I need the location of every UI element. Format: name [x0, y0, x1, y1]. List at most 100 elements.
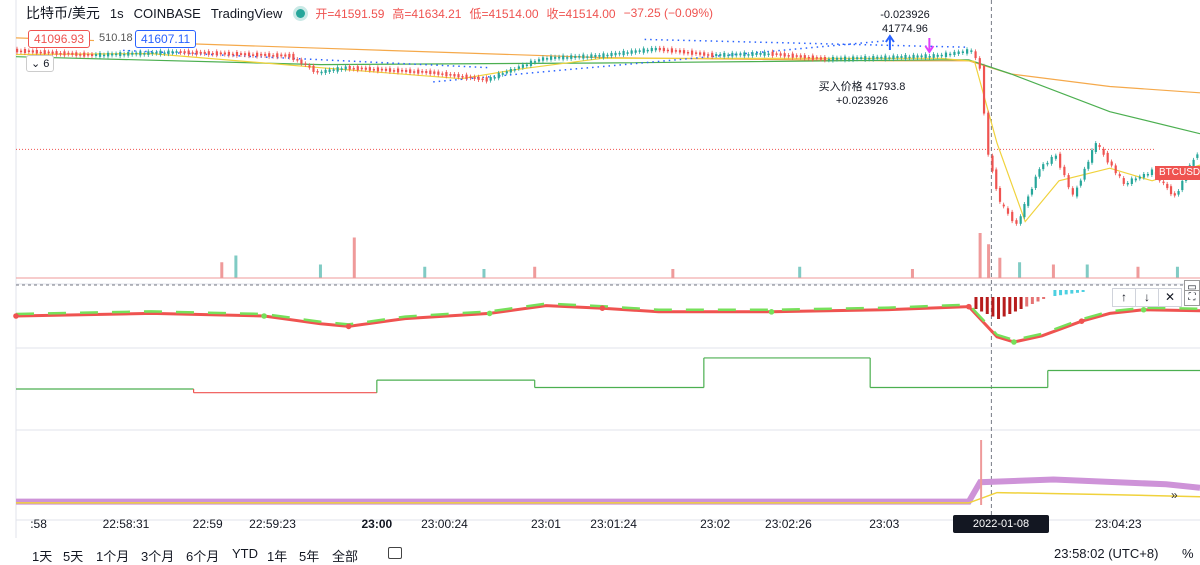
- candle: [755, 52, 758, 55]
- candle: [1067, 175, 1070, 188]
- candle: [31, 50, 34, 53]
- candle: [1106, 152, 1109, 163]
- candle: [1027, 196, 1030, 206]
- candle: [380, 68, 384, 71]
- range-3m-button[interactable]: 3个月: [141, 549, 175, 564]
- move-pane-down-button[interactable]: ↓: [1135, 288, 1159, 307]
- range-ytd-button[interactable]: YTD: [232, 546, 258, 561]
- bottom-indicator-line: [16, 491, 1200, 504]
- candle: [554, 56, 557, 59]
- scroll-to-realtime-icon[interactable]: »: [1171, 488, 1178, 502]
- candle: [541, 57, 545, 61]
- candle: [940, 54, 943, 57]
- expand-pane-icon[interactable]: ⛶: [1184, 290, 1200, 306]
- range-all-button[interactable]: 全部: [332, 549, 359, 564]
- symbol-name[interactable]: 比特币/美元: [26, 5, 100, 21]
- time-tick-label: 23:01: [531, 517, 561, 531]
- candle: [1075, 187, 1079, 197]
- oscillator-line-red: [15, 304, 1200, 344]
- time-tick-label: 23:02: [700, 517, 730, 531]
- range-5y-button[interactable]: 5年: [299, 549, 320, 564]
- candle: [348, 66, 351, 70]
- candle: [465, 74, 468, 79]
- candle: [1126, 182, 1129, 185]
- candle: [590, 54, 593, 58]
- interval-label[interactable]: 1s: [109, 5, 124, 21]
- candle: [509, 68, 512, 73]
- candle: [127, 52, 130, 56]
- percent-scale-button[interactable]: %: [1182, 546, 1194, 561]
- candle: [884, 55, 887, 60]
- candle: [239, 53, 243, 55]
- candle: [94, 54, 98, 56]
- candle: [908, 56, 911, 59]
- candle: [650, 47, 653, 52]
- candle: [23, 49, 27, 54]
- candle: [819, 57, 823, 60]
- buy-button[interactable]: 41607.11: [135, 30, 197, 48]
- range-5d-button[interactable]: 5天: [63, 549, 84, 564]
- candle: [1162, 181, 1165, 184]
- oscillator-dot: [768, 309, 775, 315]
- trend-line: [433, 40, 885, 83]
- candle: [336, 67, 339, 72]
- candle: [957, 51, 960, 55]
- candle: [892, 55, 895, 60]
- candle: [880, 56, 883, 59]
- move-pane-up-button[interactable]: ↑: [1112, 288, 1136, 307]
- candle: [1083, 168, 1086, 180]
- candle: [622, 50, 625, 56]
- clock-label[interactable]: 23:58:02 (UTC+8): [1054, 546, 1159, 561]
- volume-bar: [1175, 266, 1179, 278]
- volume-bar: [234, 255, 238, 278]
- candle: [924, 54, 927, 59]
- candle: [642, 48, 645, 53]
- range-6m-button[interactable]: 6个月: [186, 549, 220, 564]
- candle: [670, 48, 674, 53]
- candle: [562, 55, 565, 60]
- collapse-indicators-button[interactable]: ⌄ 6: [26, 55, 55, 72]
- candle: [987, 112, 990, 155]
- candle: [1050, 156, 1053, 164]
- candle: [848, 58, 851, 60]
- range-1y-button[interactable]: 1年: [267, 549, 288, 564]
- candle: [839, 57, 843, 60]
- spread-value: 510.18: [94, 30, 138, 46]
- candle: [678, 50, 682, 53]
- oscillator-histogram: [1036, 297, 1040, 302]
- time-tick-label: 23:02:26: [765, 517, 812, 531]
- close-pane-button[interactable]: ✕: [1158, 288, 1182, 307]
- candle: [151, 51, 154, 54]
- candle: [1063, 166, 1066, 176]
- candle: [799, 55, 802, 58]
- candle: [694, 52, 698, 54]
- candle: [594, 54, 597, 58]
- candle: [787, 55, 790, 57]
- bottom-toolbar: 1天 5天 1个月 3个月 6个月 YTD 1年 5年 全部: [0, 540, 1200, 564]
- candle: [51, 51, 54, 54]
- oscillator-histogram: [1053, 290, 1057, 296]
- candle: [223, 52, 227, 55]
- candle: [978, 58, 981, 69]
- candle: [928, 56, 931, 58]
- date-range-icon[interactable]: [388, 547, 402, 559]
- candle: [493, 77, 496, 79]
- volume-bar: [352, 237, 356, 278]
- candle: [1138, 176, 1141, 179]
- sell-button[interactable]: 41096.93: [28, 30, 91, 48]
- candle: [352, 67, 355, 70]
- candle: [586, 56, 589, 58]
- candle: [417, 69, 420, 74]
- candle: [167, 50, 170, 55]
- candle: [251, 54, 255, 56]
- oscillator-histogram: [1075, 290, 1079, 293]
- candle: [376, 67, 380, 72]
- candle: [396, 68, 400, 73]
- candle: [227, 51, 231, 56]
- indicator-count: 6: [43, 58, 50, 70]
- candle: [67, 52, 70, 55]
- candle: [304, 63, 307, 65]
- range-1m-button[interactable]: 1个月: [96, 549, 130, 564]
- range-1d-button[interactable]: 1天: [32, 549, 53, 564]
